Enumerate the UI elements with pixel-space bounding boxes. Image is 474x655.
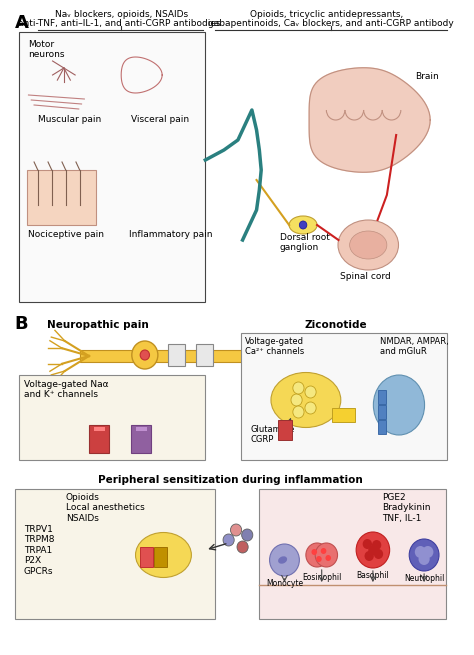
Circle shape [326,555,331,561]
Bar [332,408,355,422]
Circle shape [293,406,304,418]
Circle shape [56,60,71,76]
Text: Dorsal root
ganglion: Dorsal root ganglion [280,233,330,252]
Circle shape [306,543,328,567]
Text: Brain: Brain [415,72,438,81]
Text: gabapentinoids, Caᵥ blockers, and anti-CGRP antibody: gabapentinoids, Caᵥ blockers, and anti-C… [208,19,454,28]
Ellipse shape [278,556,287,564]
Circle shape [374,549,383,559]
Circle shape [372,540,381,550]
Polygon shape [309,67,430,172]
Circle shape [305,402,316,414]
Bar [140,547,153,567]
Circle shape [305,386,316,398]
Circle shape [270,544,300,576]
Circle shape [230,524,242,536]
Text: Neuropathic pain: Neuropathic pain [47,320,149,330]
Bar [15,489,215,619]
Text: Ziconotide: Ziconotide [304,320,367,330]
Circle shape [242,529,253,541]
Bar [168,344,185,366]
Bar [89,425,109,453]
Bar [94,427,105,431]
Text: Basophil: Basophil [356,571,389,580]
Bar [154,547,167,567]
Circle shape [140,350,149,360]
Text: Visceral pain: Visceral pain [131,115,189,124]
Ellipse shape [374,375,425,435]
Text: NMDAR, AMPAR,
and mGluR: NMDAR, AMPAR, and mGluR [380,337,449,356]
Text: Eosinophil: Eosinophil [302,573,341,582]
Text: Naᵥ blockers, opioids, NSAIDs: Naᵥ blockers, opioids, NSAIDs [55,10,188,19]
Circle shape [365,551,374,561]
Circle shape [300,221,307,229]
Ellipse shape [136,533,191,578]
Text: Peripheral sensitization during inflammation: Peripheral sensitization during inflamma… [98,475,363,485]
Circle shape [419,553,430,565]
Circle shape [409,539,439,571]
Circle shape [237,541,248,553]
Bar [278,420,292,440]
Circle shape [422,546,433,558]
Text: Monocyte: Monocyte [266,579,303,588]
Ellipse shape [128,219,161,237]
Text: Opioids
Local anesthetics
NSAIDs: Opioids Local anesthetics NSAIDs [66,493,145,523]
Polygon shape [121,57,162,93]
Text: Motor
neurons: Motor neurons [28,40,65,60]
Circle shape [363,539,372,549]
Bar [19,32,205,302]
Bar [379,390,386,404]
Text: PGE2
Bradykinin
TNF, IL-1: PGE2 Bradykinin TNF, IL-1 [382,493,431,523]
Circle shape [223,534,234,546]
Bar [259,489,446,619]
Ellipse shape [271,373,341,428]
Ellipse shape [350,231,387,259]
Bar [19,375,205,460]
Text: Voltage-gated Naα
and K⁺ channels: Voltage-gated Naα and K⁺ channels [24,380,109,400]
Circle shape [415,546,426,558]
Text: Nociceptive pain: Nociceptive pain [28,230,104,239]
Bar [136,427,146,431]
Circle shape [132,341,158,369]
Bar [241,333,447,460]
Bar [196,344,213,366]
Ellipse shape [289,216,317,234]
Bar [27,170,96,225]
Text: A: A [15,14,28,32]
Circle shape [293,382,304,394]
Bar [131,425,151,453]
Ellipse shape [128,181,161,199]
Text: B: B [15,315,28,333]
Text: Spinal cord: Spinal cord [340,272,391,281]
Circle shape [321,548,327,554]
Circle shape [291,394,302,406]
Bar [19,430,205,448]
Bar [278,348,289,363]
Circle shape [368,545,378,555]
Text: Voltage-gated
Ca²⁺ channels: Voltage-gated Ca²⁺ channels [246,337,305,356]
Bar [259,585,446,619]
Text: Inflammatory pain: Inflammatory pain [129,230,212,239]
Text: Neutrophil: Neutrophil [404,574,444,583]
Circle shape [315,543,337,567]
Ellipse shape [132,203,158,215]
Bar [379,405,386,419]
Text: TRPV1
TRPM8
TRPA1
P2X
GPCRs: TRPV1 TRPM8 TRPA1 P2X GPCRs [24,525,55,576]
Circle shape [311,549,317,555]
Circle shape [356,532,390,568]
Text: Glutamate
CGRP: Glutamate CGRP [250,425,294,444]
Bar [379,420,386,434]
Text: Opioids, tricyclic antidepressants,: Opioids, tricyclic antidepressants, [250,10,403,19]
Text: Muscular pain: Muscular pain [38,115,101,124]
Ellipse shape [338,220,399,270]
Circle shape [316,556,322,562]
Text: anti-TNF, anti–IL-1, and anti-CGRP antibodies: anti-TNF, anti–IL-1, and anti-CGRP antib… [18,19,221,28]
Bar [80,350,280,362]
